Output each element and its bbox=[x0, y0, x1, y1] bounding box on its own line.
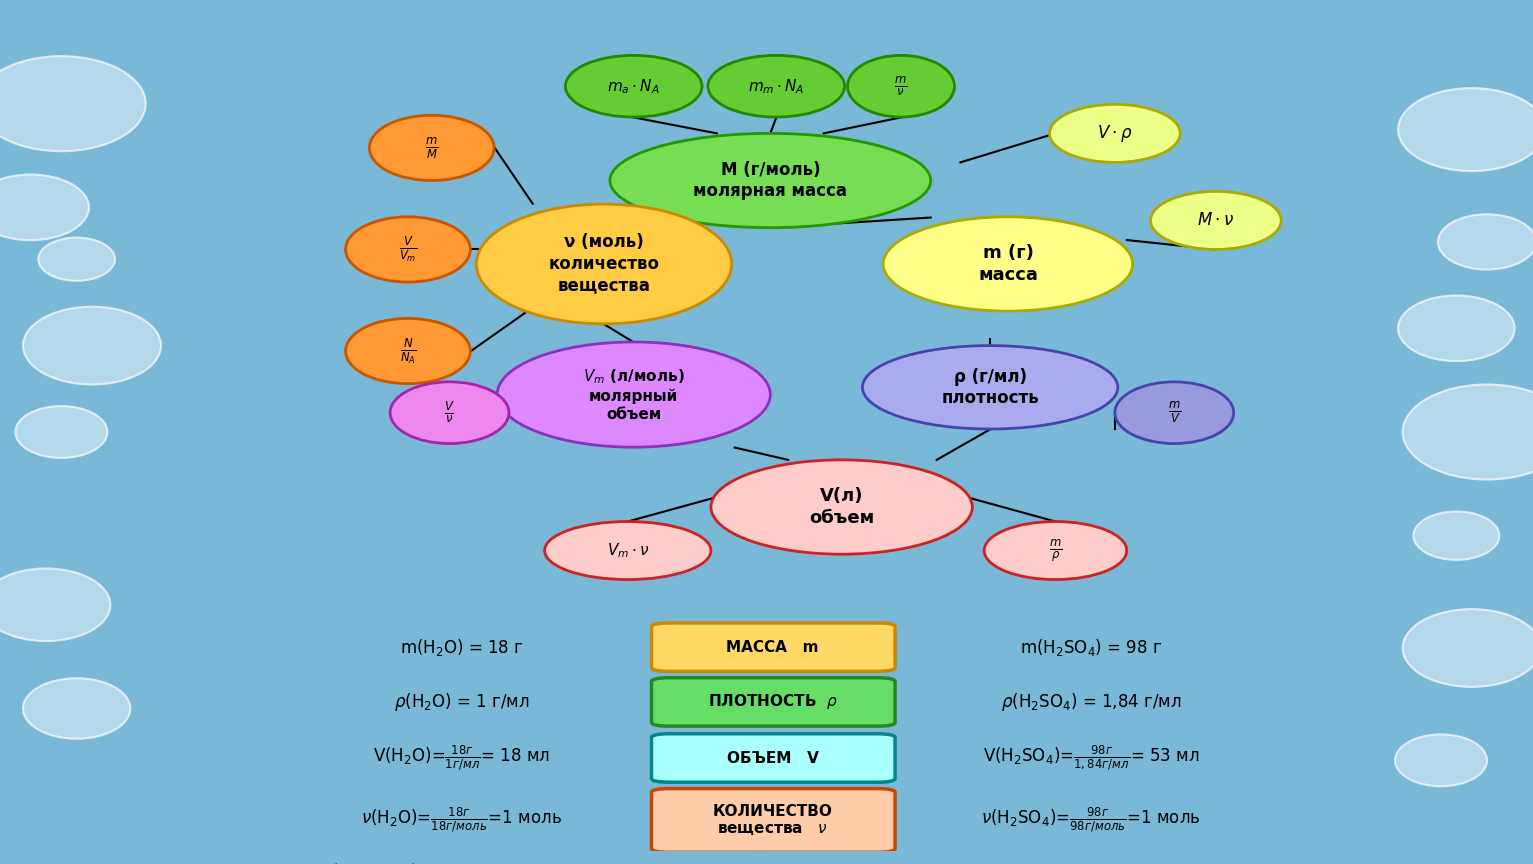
Circle shape bbox=[0, 569, 110, 641]
Text: $\frac{m}{\nu}$: $\frac{m}{\nu}$ bbox=[894, 74, 908, 98]
FancyBboxPatch shape bbox=[652, 789, 895, 852]
Ellipse shape bbox=[544, 522, 711, 580]
Text: $V \cdot \rho$: $V \cdot \rho$ bbox=[1098, 123, 1133, 144]
Ellipse shape bbox=[497, 342, 770, 448]
Ellipse shape bbox=[369, 115, 494, 181]
FancyBboxPatch shape bbox=[652, 677, 895, 726]
Ellipse shape bbox=[708, 55, 845, 117]
Text: $\frac{V}{\nu}$: $\frac{V}{\nu}$ bbox=[445, 400, 455, 425]
Circle shape bbox=[0, 175, 89, 240]
Text: $M \cdot \nu$: $M \cdot \nu$ bbox=[1197, 212, 1234, 230]
Ellipse shape bbox=[984, 522, 1127, 580]
Ellipse shape bbox=[848, 55, 955, 117]
Circle shape bbox=[15, 406, 107, 458]
Ellipse shape bbox=[711, 460, 972, 554]
Ellipse shape bbox=[1114, 382, 1234, 443]
Text: $\frac{m}{M}$: $\frac{m}{M}$ bbox=[425, 136, 438, 161]
Circle shape bbox=[1398, 295, 1515, 361]
Text: m (г)
масса: m (г) масса bbox=[978, 245, 1038, 283]
Circle shape bbox=[38, 238, 115, 281]
Circle shape bbox=[1403, 609, 1533, 687]
Text: ν (моль)
количество
вещества: ν (моль) количество вещества bbox=[549, 233, 659, 295]
Circle shape bbox=[1403, 384, 1533, 480]
Circle shape bbox=[23, 678, 130, 739]
Ellipse shape bbox=[345, 318, 471, 384]
Text: $V_m \cdot \nu$: $V_m \cdot \nu$ bbox=[607, 541, 648, 560]
Circle shape bbox=[1413, 511, 1499, 560]
Text: $\nu$(H$_2$O)=$\frac{18 г}{18 г/моль}$=1 моль: $\nu$(H$_2$O)=$\frac{18 г}{18 г/моль}$=1… bbox=[360, 806, 563, 835]
Ellipse shape bbox=[1150, 192, 1282, 250]
Ellipse shape bbox=[610, 133, 931, 228]
Ellipse shape bbox=[566, 55, 702, 117]
Text: V(H$_2$SO$_4$)=$\frac{98г}{1,84 г/мл}$= 53 мл: V(H$_2$SO$_4$)=$\frac{98г}{1,84 г/мл}$= … bbox=[983, 744, 1199, 772]
Text: vk.com/examino: vk.com/examino bbox=[327, 862, 429, 864]
Circle shape bbox=[23, 307, 161, 384]
Text: V(л)
объем: V(л) объем bbox=[809, 487, 874, 527]
Ellipse shape bbox=[1050, 105, 1180, 162]
Text: $m_a \cdot N_A$: $m_a \cdot N_A$ bbox=[607, 77, 661, 96]
Ellipse shape bbox=[883, 217, 1133, 311]
Text: МАССА   m: МАССА m bbox=[727, 639, 819, 655]
Text: $\frac{V}{V_m}$: $\frac{V}{V_m}$ bbox=[399, 235, 417, 264]
Text: ρ (г/мл)
плотность: ρ (г/мл) плотность bbox=[941, 367, 1039, 407]
Circle shape bbox=[1398, 88, 1533, 171]
Text: $\rho$(H$_2$SO$_4$) = 1,84 г/мл: $\rho$(H$_2$SO$_4$) = 1,84 г/мл bbox=[1001, 691, 1182, 713]
FancyBboxPatch shape bbox=[652, 623, 895, 671]
Circle shape bbox=[1438, 214, 1533, 270]
Text: m(H$_2$O) = 18 г: m(H$_2$O) = 18 г bbox=[400, 637, 523, 658]
Text: $V_m$ (л/моль)
молярный
объем: $V_m$ (л/моль) молярный объем bbox=[583, 367, 685, 422]
FancyBboxPatch shape bbox=[652, 734, 895, 782]
Ellipse shape bbox=[345, 217, 471, 283]
Text: $\frac{m}{V}$: $\frac{m}{V}$ bbox=[1168, 400, 1180, 425]
Text: ПЛОТНОСТЬ  $\rho$: ПЛОТНОСТЬ $\rho$ bbox=[708, 692, 837, 711]
Text: V(H$_2$O)=$\frac{18г}{1 г/мл}$= 18 мл: V(H$_2$O)=$\frac{18г}{1 г/мл}$= 18 мл bbox=[373, 744, 550, 772]
Ellipse shape bbox=[477, 204, 731, 324]
Text: $\frac{m}{\rho}$: $\frac{m}{\rho}$ bbox=[1049, 537, 1062, 563]
Text: $\nu$(H$_2$SO$_4$)=$\frac{98 г}{98 г/моль}$=1 моль: $\nu$(H$_2$SO$_4$)=$\frac{98 г}{98 г/мол… bbox=[981, 806, 1200, 835]
Text: $m_m \cdot N_A$: $m_m \cdot N_A$ bbox=[748, 77, 805, 96]
Text: М (г/моль)
молярная масса: М (г/моль) молярная масса bbox=[693, 161, 848, 200]
Text: $\frac{N}{N_A}$: $\frac{N}{N_A}$ bbox=[400, 336, 417, 365]
Text: m(H$_2$SO$_4$) = 98 г: m(H$_2$SO$_4$) = 98 г bbox=[1019, 637, 1162, 658]
Circle shape bbox=[1395, 734, 1487, 786]
Text: $\rho$(H$_2$O) = 1 г/мл: $\rho$(H$_2$O) = 1 г/мл bbox=[394, 691, 529, 713]
Circle shape bbox=[0, 56, 146, 151]
Ellipse shape bbox=[863, 346, 1118, 429]
Text: ОБЪЕМ   V: ОБЪЕМ V bbox=[727, 751, 819, 766]
Text: КОЛИЧЕСТВО
вещества   $\nu$: КОЛИЧЕСТВО вещества $\nu$ bbox=[713, 804, 832, 837]
Ellipse shape bbox=[389, 382, 509, 443]
